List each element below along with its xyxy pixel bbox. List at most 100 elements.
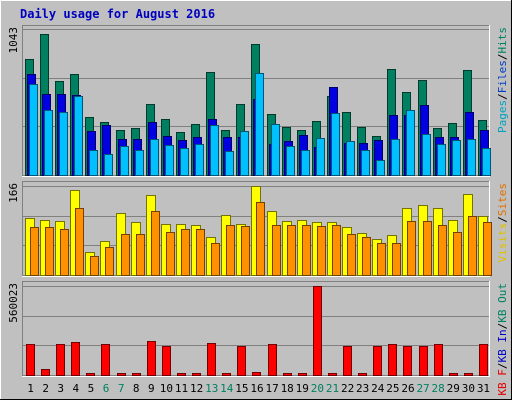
bar-kb-f-day-15: [237, 346, 246, 376]
visits-panel: 166 Visits/Sites: [7, 181, 509, 277]
bar-pages-day-27: [422, 134, 431, 176]
bar-pages-day-26: [406, 110, 415, 176]
panel-max-label: 1043: [7, 27, 20, 54]
bar-kb-f-day-13: [207, 343, 216, 376]
day-label: 7: [118, 382, 125, 395]
bar-kb-f-day-23: [358, 373, 367, 376]
bar-pages-day-31: [482, 148, 491, 176]
day-label: 5: [88, 382, 95, 395]
legend-label: KB In: [496, 329, 509, 362]
bar-kb-f-day-26: [403, 346, 412, 376]
bar-kb-f-day-8: [132, 373, 141, 376]
bar-sites-day-29: [453, 232, 462, 276]
day-label: 2: [42, 382, 49, 395]
series-pages: [29, 73, 491, 176]
legend-label: Sites: [496, 183, 509, 216]
bar-pages-day-12: [195, 144, 204, 176]
bar-sites-day-2: [45, 227, 54, 276]
day-label: 20: [311, 382, 324, 395]
bar-sites-day-31: [483, 222, 492, 276]
bar-sites-day-10: [166, 232, 175, 276]
panel-max-label: 166: [7, 183, 20, 203]
bar-sites-day-1: [30, 227, 39, 276]
bar-pages-day-22: [346, 141, 355, 176]
bar-kb-f-day-16: [252, 372, 261, 376]
bar-pages-day-29: [452, 140, 461, 176]
bar-pages-day-1: [29, 84, 38, 176]
day-label: 24: [371, 382, 385, 395]
bar-kb-f-day-20: [313, 286, 322, 376]
bar-sites-day-18: [287, 225, 296, 276]
day-label: 31: [477, 382, 490, 395]
bar-pages-day-18: [286, 146, 295, 176]
bar-pages-day-13: [210, 125, 219, 176]
bar-pages-day-11: [180, 148, 189, 176]
bar-pages-day-14: [225, 151, 234, 176]
legend-label: KB Out: [496, 283, 509, 323]
bar-kb-f-day-17: [268, 344, 277, 376]
bar-kb-f-day-4: [71, 342, 80, 376]
bar-kb-f-day-7: [117, 373, 126, 376]
bar-pages-day-23: [361, 150, 370, 176]
bar-pages-day-17: [271, 124, 280, 176]
day-label: 12: [190, 382, 203, 395]
bar-pages-day-9: [150, 139, 159, 176]
bar-sites-day-26: [407, 221, 416, 276]
bar-kb-f-day-3: [56, 344, 65, 376]
bar-pages-day-10: [165, 145, 174, 176]
bar-sites-day-14: [226, 225, 235, 276]
bar-sites-day-20: [317, 226, 326, 276]
bar-sites-day-5: [90, 256, 99, 276]
bar-pages-day-3: [59, 112, 68, 176]
bar-kb-f-day-31: [479, 344, 488, 376]
day-label: 9: [148, 382, 155, 395]
bar-sites-day-8: [136, 234, 145, 276]
legend-label: Files: [496, 60, 509, 93]
bar-pages-day-6: [104, 154, 113, 176]
bar-sites-day-17: [272, 225, 281, 276]
legend-label: /: [496, 363, 509, 370]
day-label: 26: [401, 382, 414, 395]
bar-kb-f-day-29: [449, 373, 458, 376]
bar-kb-f-day-2: [41, 369, 50, 376]
day-label: 22: [341, 382, 354, 395]
legend-label: Hits: [496, 27, 509, 54]
bar-sites-day-15: [241, 226, 250, 276]
bar-sites-day-21: [332, 225, 341, 276]
bar-sites-day-30: [468, 216, 477, 276]
legend-label: /: [496, 54, 509, 61]
bar-sites-day-3: [60, 229, 69, 276]
series-kb-f: [26, 286, 488, 376]
day-label: 27: [416, 382, 429, 395]
bar-sites-day-6: [105, 247, 114, 276]
panel-legend: Pages/Files/Hits: [496, 27, 509, 133]
day-label: 14: [220, 382, 234, 395]
bar-kb-f-day-27: [419, 346, 428, 376]
bar-pages-day-28: [437, 144, 446, 176]
bar-kb-f-day-10: [162, 346, 171, 376]
bar-kb-f-day-12: [192, 373, 201, 376]
bar-sites-day-22: [347, 234, 356, 276]
bar-sites-day-19: [302, 225, 311, 276]
day-label: 6: [103, 382, 110, 395]
bar-pages-day-30: [467, 139, 476, 176]
day-label: 30: [462, 382, 475, 395]
bar-pages-day-19: [301, 150, 310, 176]
bar-sites-day-23: [362, 237, 371, 276]
bar-sites-day-24: [377, 243, 386, 276]
day-label: 21: [326, 382, 339, 395]
bar-sites-day-27: [423, 221, 432, 276]
panel-legend: KB F/KB In/KB Out: [496, 283, 509, 396]
bar-kb-f-day-18: [283, 373, 292, 376]
day-label: 18: [281, 382, 294, 395]
day-label: 11: [175, 382, 188, 395]
legend-label: /: [496, 323, 509, 330]
bar-sites-day-7: [121, 234, 130, 276]
bar-pages-day-20: [316, 138, 325, 176]
day-label: 19: [296, 382, 309, 395]
legend-label: Pages: [496, 100, 509, 133]
bar-pages-day-24: [376, 160, 385, 176]
bar-pages-day-16: [255, 73, 264, 176]
